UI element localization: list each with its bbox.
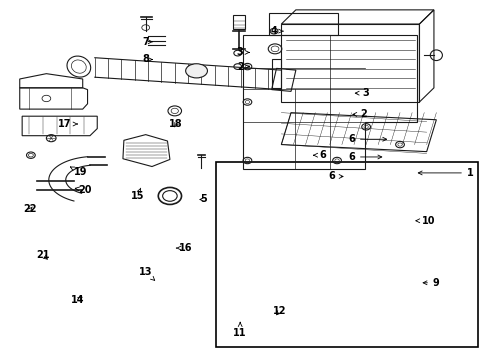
Text: 4: 4 [270, 26, 283, 36]
Text: 8: 8 [142, 54, 152, 64]
Text: 5: 5 [200, 194, 207, 204]
Text: 20: 20 [75, 185, 92, 195]
Text: 9: 9 [423, 278, 440, 288]
Text: 3: 3 [355, 88, 369, 98]
Text: 11: 11 [233, 323, 247, 338]
Text: 10: 10 [416, 216, 436, 226]
Text: 3: 3 [237, 48, 249, 57]
Text: 14: 14 [71, 295, 85, 305]
Text: 22: 22 [24, 204, 37, 214]
Text: 6: 6 [329, 171, 343, 181]
Text: 2: 2 [353, 109, 367, 120]
Bar [216, 162, 478, 347]
Text: 21: 21 [36, 250, 49, 260]
Text: 6: 6 [348, 134, 387, 144]
Ellipse shape [186, 64, 207, 78]
Text: 2: 2 [237, 62, 249, 72]
Text: 15: 15 [131, 188, 144, 201]
Text: 19: 19 [71, 167, 87, 177]
Text: 18: 18 [170, 119, 183, 129]
Text: 16: 16 [176, 243, 193, 253]
Text: 6: 6 [314, 150, 326, 160]
Text: 6: 6 [348, 152, 382, 162]
Text: 7: 7 [142, 37, 152, 47]
Text: 1: 1 [418, 168, 474, 178]
Text: 17: 17 [58, 119, 77, 129]
Text: 12: 12 [273, 306, 287, 316]
Text: 13: 13 [139, 267, 155, 280]
